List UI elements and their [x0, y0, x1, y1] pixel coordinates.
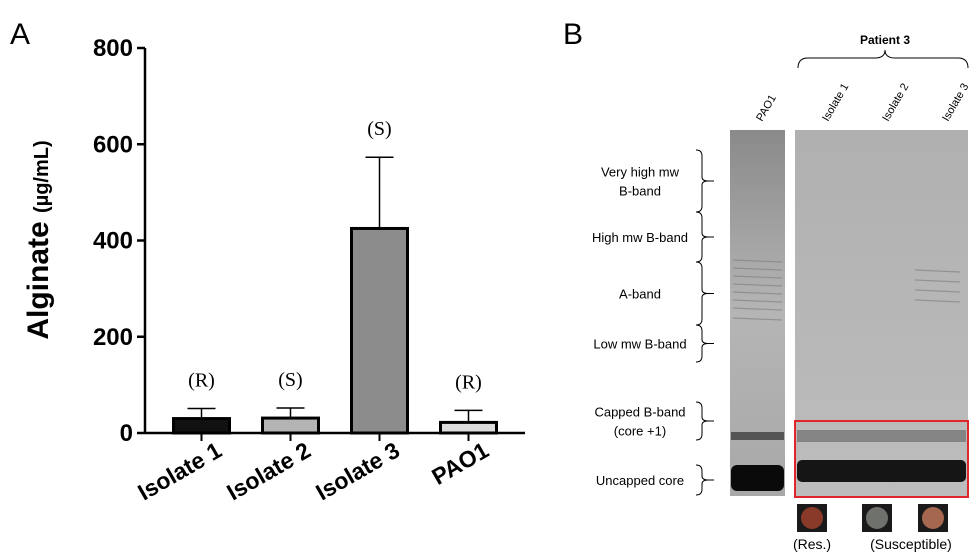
- brace: [695, 211, 709, 263]
- bar: [350, 226, 409, 435]
- band-label: B-band: [619, 184, 661, 199]
- phenotype-label: (Res.): [793, 536, 831, 552]
- brace: [695, 324, 709, 363]
- bar-annotation: (R): [455, 371, 482, 393]
- x-tick-label: Isolate 1: [133, 437, 226, 506]
- y-tick-label: 200: [93, 324, 133, 351]
- gel: Patient 3 (Res.) (Susceptible): [730, 33, 969, 552]
- bracket: [797, 49, 969, 69]
- y-tick-label: 600: [93, 131, 133, 158]
- y-axis-title: Alginate (µg/mL): [22, 140, 55, 339]
- y-tick-label: 0: [120, 420, 133, 447]
- dish: [922, 507, 944, 529]
- band: [731, 432, 784, 440]
- band-label: High mw B-band: [592, 230, 688, 245]
- x-tick-label: Isolate 2: [222, 437, 315, 506]
- band-label: (core +1): [614, 424, 666, 439]
- dish: [866, 507, 888, 529]
- brace: [695, 464, 709, 496]
- ladder: [732, 259, 961, 321]
- gel-lane: [730, 130, 785, 496]
- brace: [695, 261, 709, 326]
- band: [797, 460, 966, 482]
- brace: [695, 149, 709, 213]
- dish: [801, 507, 823, 529]
- band-label: Capped B-band: [594, 405, 685, 420]
- y-unit: (µg/mL): [31, 140, 53, 213]
- y-label-main: Alginate: [22, 221, 55, 339]
- panel-label: B: [563, 18, 583, 51]
- y-label: Alginate (µg/mL): [22, 140, 55, 339]
- bar: [261, 416, 320, 435]
- brace: [695, 401, 709, 441]
- group-label: Patient 3: [860, 33, 910, 47]
- bar: [172, 417, 231, 435]
- bar-annotation: (R): [188, 369, 215, 391]
- bar-annotation: (S): [278, 369, 302, 391]
- lane-label: Isolate 3: [940, 81, 970, 123]
- band: [797, 430, 966, 442]
- lane-label: Isolate 1: [820, 81, 851, 123]
- x-tick-label: PAO1: [427, 437, 493, 490]
- band-label: Very high mw: [601, 165, 680, 180]
- lane-label: Isolate 2: [880, 81, 911, 123]
- highlight-box: [794, 420, 969, 498]
- lane-label: PAO1: [754, 93, 779, 124]
- bar: [439, 420, 498, 435]
- x-tick-label: Isolate 3: [311, 437, 404, 506]
- band-label: Uncapped core: [596, 473, 684, 488]
- y-tick-label: 800: [93, 35, 133, 62]
- band-label: Low mw B-band: [593, 337, 686, 352]
- phenotype-label: (Susceptible): [870, 536, 952, 552]
- band-label: A-band: [619, 287, 661, 302]
- panel-label: A: [10, 18, 30, 51]
- bar-annotation: (S): [367, 118, 391, 140]
- y-tick-label: 400: [93, 228, 133, 255]
- band: [731, 465, 784, 491]
